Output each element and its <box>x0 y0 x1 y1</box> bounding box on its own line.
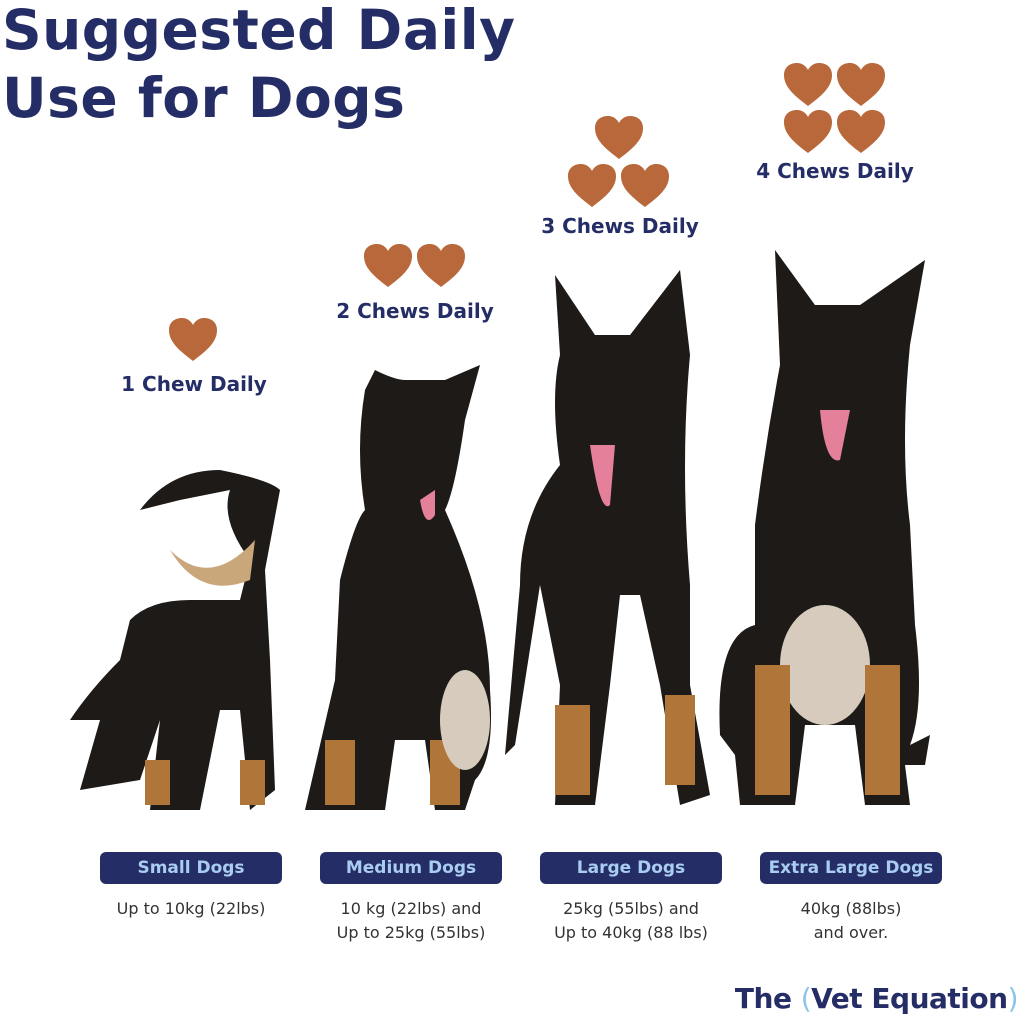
logo-name: Vet Equation <box>811 982 1008 1015</box>
weight-range-xl: 40kg (88lbs) and over. <box>731 897 971 945</box>
chews-label-medium: 2 Chews Daily <box>336 299 494 323</box>
weight-line-1: 25kg (55lbs) and <box>563 899 699 918</box>
dog-small-image <box>70 470 280 810</box>
size-badge-xl: Extra Large Dogs <box>760 852 942 884</box>
weight-range-large: 25kg (55lbs) and Up to 40kg (88 lbs) <box>511 897 751 945</box>
title-line-2: Use for Dogs <box>2 66 406 130</box>
chew-heart-icon <box>782 109 834 155</box>
weight-line-2: and over. <box>813 923 889 942</box>
weight-line-2: Up to 40kg (88 lbs) <box>554 923 708 942</box>
chew-heart-icon <box>593 115 645 161</box>
title-line-1: Suggested Daily <box>2 0 516 62</box>
chew-heart-icon <box>835 109 887 155</box>
weight-line-1: 40kg (88lbs) <box>800 899 902 918</box>
logo-the: The <box>734 982 792 1015</box>
weight-line-1: Up to 10kg (22lbs) <box>116 899 266 918</box>
dog-xl-image <box>719 250 930 805</box>
logo-paren-open: ( <box>800 982 812 1015</box>
logo-paren-close: ) <box>1007 982 1019 1015</box>
chew-heart-icon <box>782 62 834 108</box>
brand-logo: The (Vet Equation) <box>734 982 1019 1015</box>
weight-line-1: 10 kg (22lbs) and <box>340 899 482 918</box>
chew-heart-icon <box>566 163 618 209</box>
chew-heart-icon <box>167 317 219 363</box>
weight-line-2: Up to 25kg (55lbs) <box>336 923 486 942</box>
page-title: Suggested Daily Use for Dogs <box>2 0 515 132</box>
chew-heart-icon <box>362 243 414 289</box>
weight-range-small: Up to 10kg (22lbs) <box>71 897 311 921</box>
chew-heart-icon <box>619 163 671 209</box>
chews-label-small: 1 Chew Daily <box>121 372 267 396</box>
size-badge-large: Large Dogs <box>540 852 722 884</box>
chews-label-large: 3 Chews Daily <box>541 214 699 238</box>
weight-range-medium: 10 kg (22lbs) and Up to 25kg (55lbs) <box>291 897 531 945</box>
chew-heart-icon <box>835 62 887 108</box>
dog-large-image <box>505 270 710 805</box>
chew-heart-icon <box>415 243 467 289</box>
dog-medium-image <box>305 365 491 810</box>
size-badge-small: Small Dogs <box>100 852 282 884</box>
size-badge-medium: Medium Dogs <box>320 852 502 884</box>
chews-label-xl: 4 Chews Daily <box>756 159 914 183</box>
